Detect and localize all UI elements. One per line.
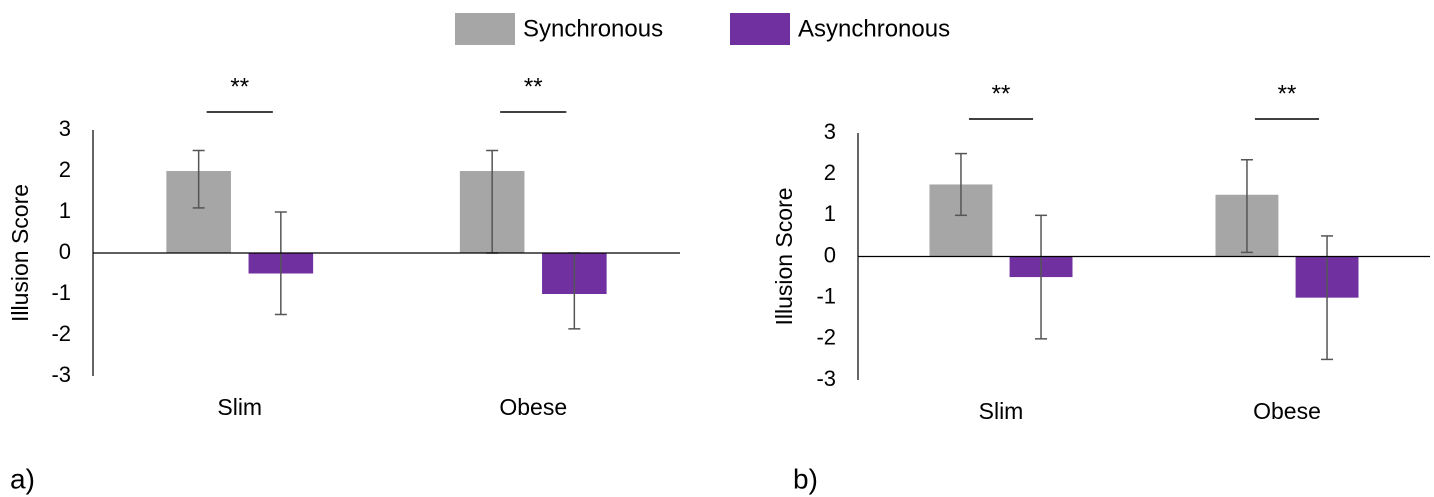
y-tick-label: 0 <box>824 242 836 267</box>
y-tick-label: -1 <box>51 280 71 305</box>
y-tick-label: -2 <box>51 321 71 346</box>
x-tick-label: Obese <box>499 394 567 420</box>
y-tick-label: -3 <box>816 366 836 391</box>
x-tick-label: Slim <box>217 394 262 420</box>
panel-label: b) <box>793 463 818 494</box>
y-tick-label: 3 <box>59 116 71 141</box>
significance: ** <box>230 73 249 100</box>
y-tick-label: 2 <box>824 160 836 185</box>
legend-label: Synchronous <box>523 15 663 42</box>
x-tick-label: Obese <box>1253 398 1321 424</box>
significance: ** <box>992 80 1011 107</box>
y-tick-label: -2 <box>816 325 836 350</box>
y-tick-label: 3 <box>824 119 836 144</box>
y-tick-label: -1 <box>816 283 836 308</box>
legend-swatch <box>730 13 790 45</box>
y-tick-label: 0 <box>59 239 71 264</box>
legend-swatch <box>455 13 515 45</box>
y-tick-label: -3 <box>51 362 71 387</box>
significance: ** <box>1278 80 1297 107</box>
y-tick-label: 1 <box>59 198 71 223</box>
x-tick-label: Slim <box>979 398 1024 424</box>
y-tick-label: 1 <box>824 201 836 226</box>
y-axis-label: Illusion Score <box>771 187 797 325</box>
y-axis-label: Illusion Score <box>7 184 33 322</box>
significance: ** <box>524 73 543 100</box>
legend-label: Asynchronous <box>798 15 950 42</box>
y-tick-label: 2 <box>59 157 71 182</box>
panel-label: a) <box>10 463 35 494</box>
